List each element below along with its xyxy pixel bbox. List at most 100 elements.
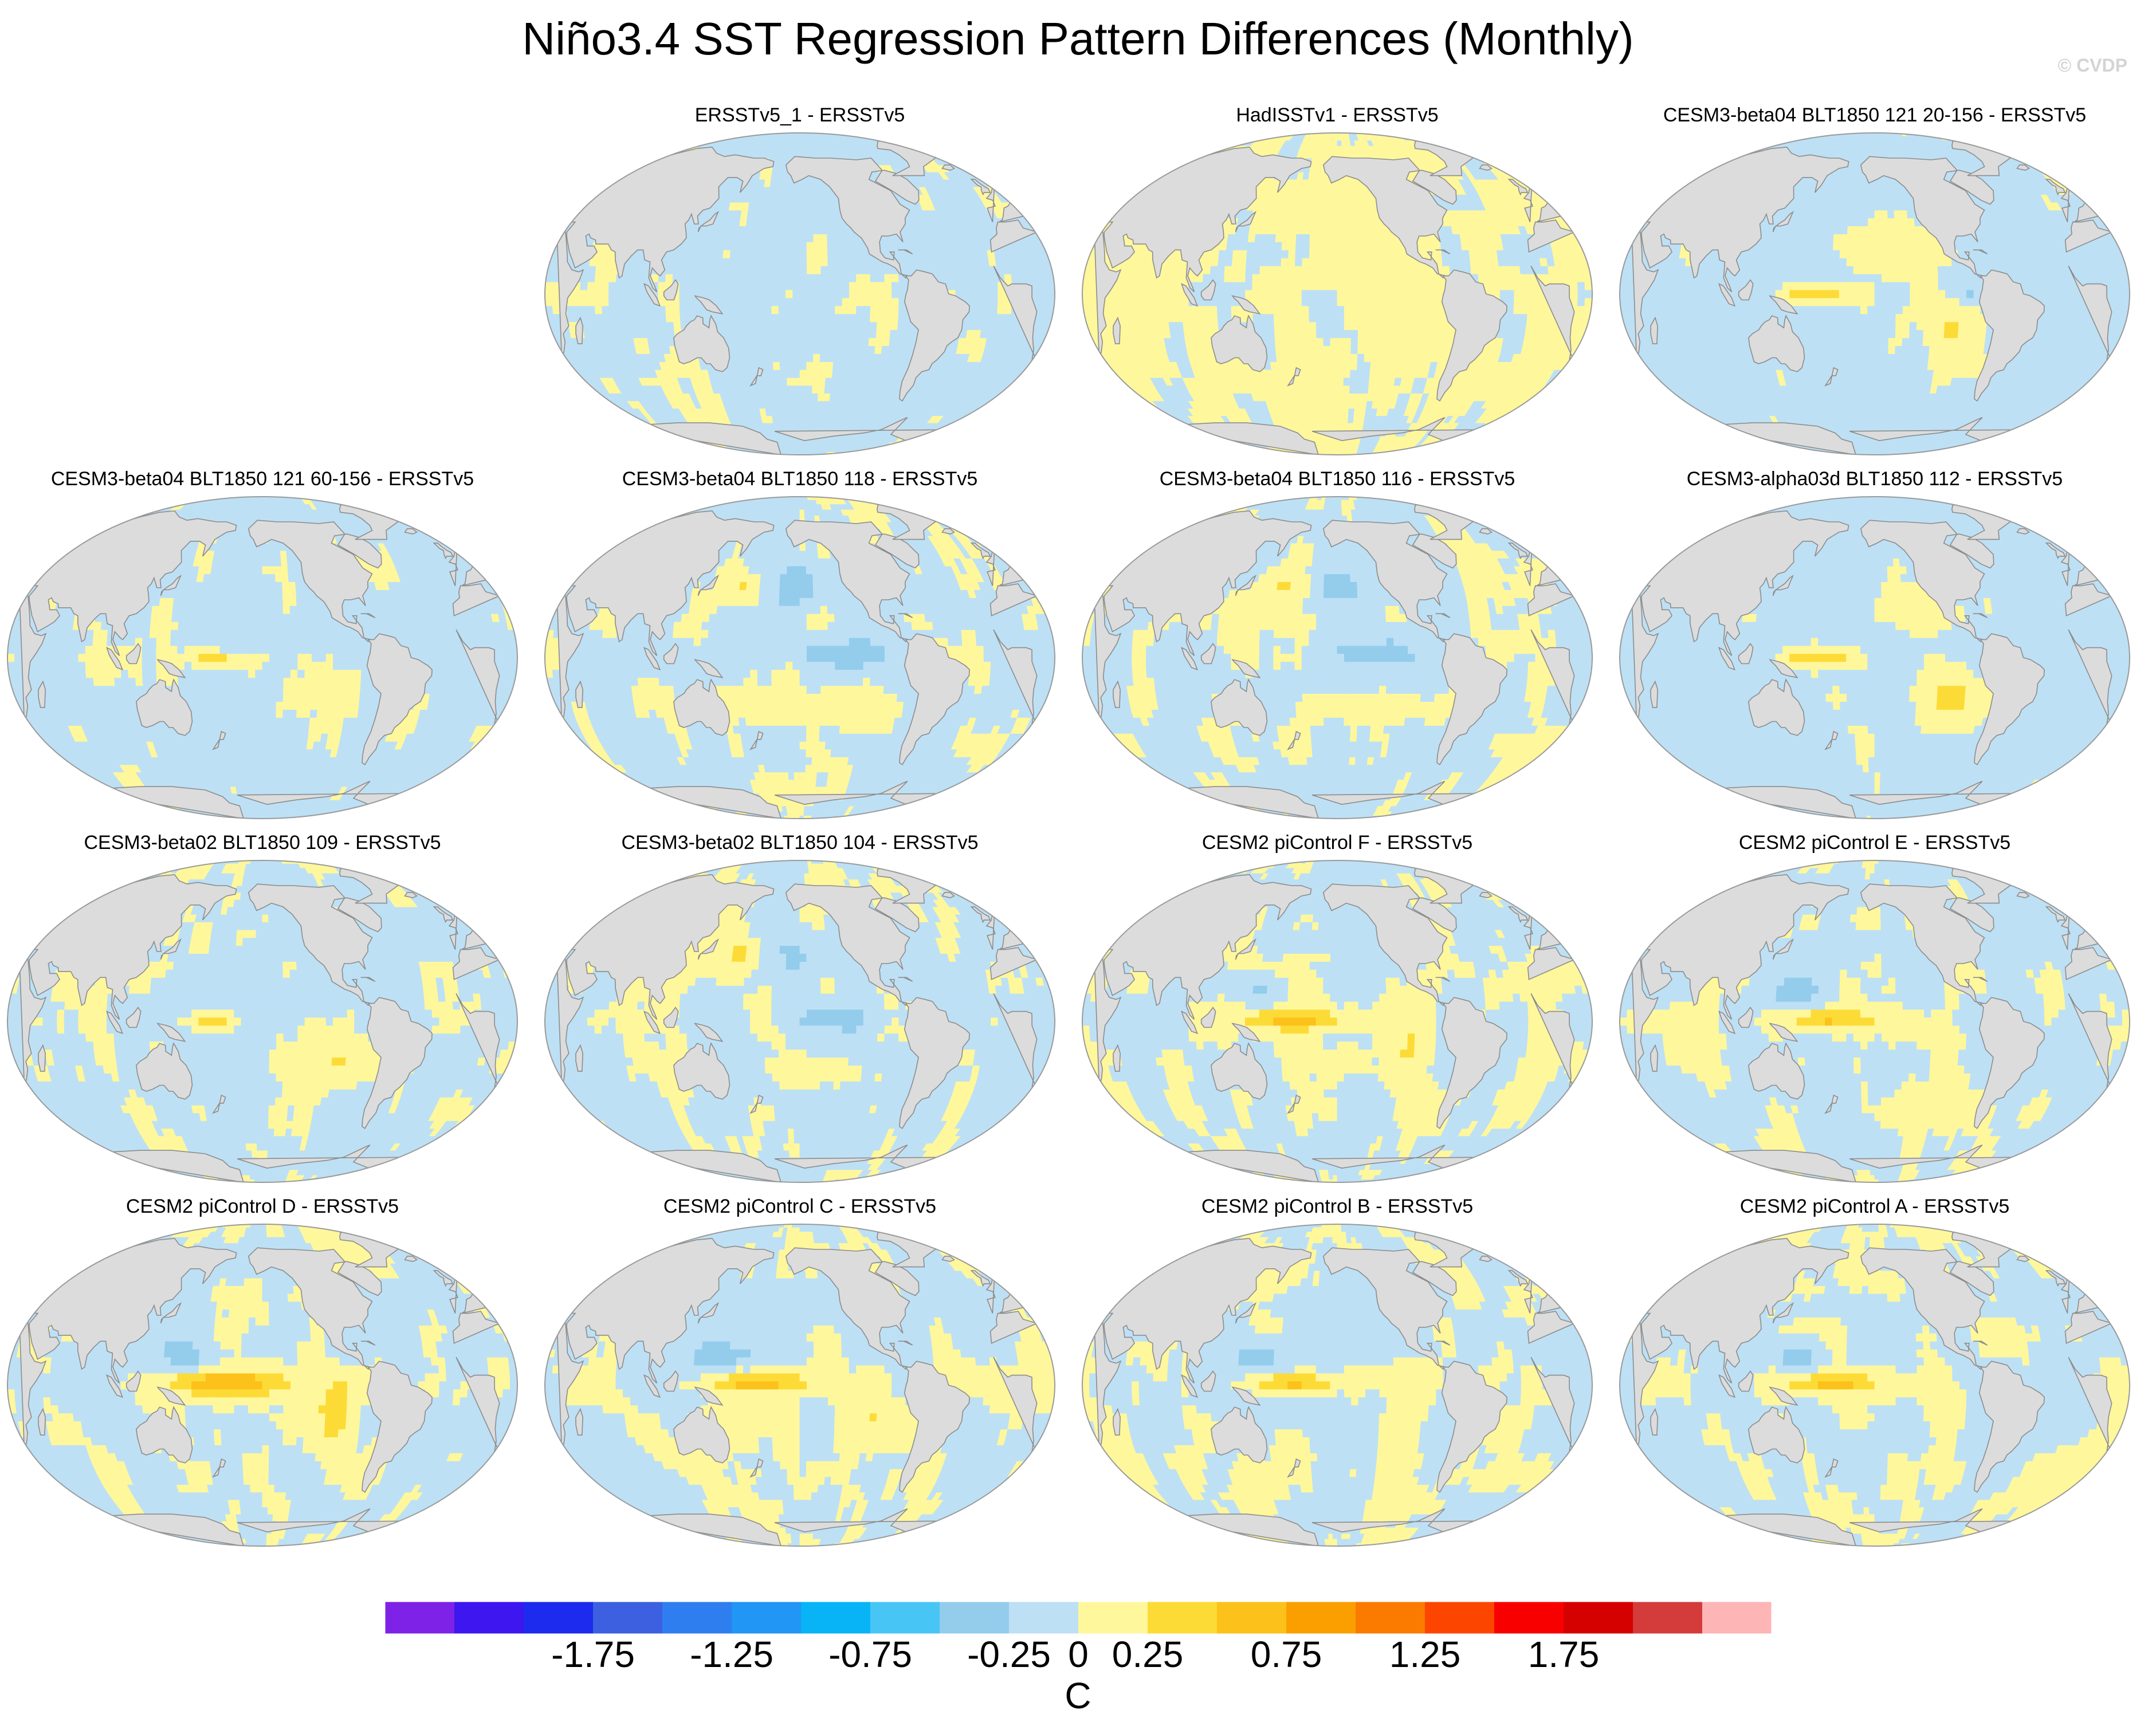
colorbar-tick-label: 1.25 <box>1362 1631 1488 1677</box>
map-panel: CESM3-beta04 BLT1850 118 - ERSSTv5 <box>542 467 1058 822</box>
sst-field <box>1082 1224 1592 1546</box>
map-svg <box>544 1224 1055 1547</box>
map-border <box>544 132 1055 455</box>
map-border <box>1619 860 2130 1183</box>
map-panel: CESM2 piControl D - ERSSTv5 <box>5 1194 520 1550</box>
map-svg <box>7 1224 518 1547</box>
panel-title: CESM3-beta04 BLT1850 116 - ERSSTv5 <box>1079 467 1595 491</box>
map-panel: ERSSTv5_1 - ERSSTv5 <box>542 103 1058 458</box>
colorbar-box <box>1564 1602 1633 1634</box>
land <box>1094 139 1576 455</box>
map-panel: CESM2 piControl E - ERSSTv5 <box>1617 831 2133 1186</box>
colorbar-box <box>1009 1602 1079 1634</box>
map-border <box>1082 132 1593 455</box>
colorbar-box <box>1702 1602 1772 1634</box>
map-border <box>544 860 1055 1183</box>
map-panel: CESM2 piControl F - ERSSTv5 <box>1079 831 1595 1186</box>
panel-title: HadISSTv1 - ERSSTv5 <box>1079 103 1595 127</box>
panel-title: CESM3-beta04 BLT1850 121 60-156 - ERSSTv… <box>5 467 520 491</box>
colorbar-tick-label: -1.75 <box>530 1631 656 1677</box>
map-svg <box>1619 496 2130 819</box>
colorbar-box <box>1286 1602 1356 1634</box>
map-panel: CESM3-alpha03d BLT1850 112 - ERSSTv5 <box>1617 467 2133 822</box>
colorbar-box <box>454 1602 524 1634</box>
panel-title: CESM3-beta04 BLT1850 118 - ERSSTv5 <box>542 467 1058 491</box>
map-panel: CESM2 piControl A - ERSSTv5 <box>1617 1194 2133 1550</box>
colorbar-tick-label: 0.75 <box>1223 1631 1349 1677</box>
map-svg <box>7 860 518 1183</box>
map-panel: CESM3-beta04 BLT1850 116 - ERSSTv5 <box>1079 467 1595 822</box>
map-svg <box>544 496 1055 819</box>
panel-title: CESM2 piControl F - ERSSTv5 <box>1079 831 1595 855</box>
colorbar-box <box>1217 1602 1287 1634</box>
land <box>556 1230 1039 1546</box>
colorbar-tick-labels: -1.75 -1.25 -0.75 -0.25 0 0.25 0.75 1.25 1.75 <box>0 1631 2156 1677</box>
map-border <box>1619 496 2130 819</box>
land <box>1094 502 1576 819</box>
sst-field <box>7 1224 517 1546</box>
land <box>1631 502 2114 819</box>
land <box>556 139 1039 455</box>
panel-title: CESM3-beta04 BLT1850 121 20-156 - ERSSTv… <box>1617 103 2133 127</box>
panel-title: CESM3-beta02 BLT1850 104 - ERSSTv5 <box>542 831 1058 855</box>
colorbar-tick-label: 0 <box>1015 1631 1141 1677</box>
colorbar-box <box>662 1602 732 1634</box>
sst-field <box>1082 497 1592 819</box>
colorbar-unit: C <box>0 1673 2156 1719</box>
map-svg <box>1619 860 2130 1183</box>
colorbar-box <box>940 1602 1010 1634</box>
land <box>1631 139 2114 455</box>
land <box>1094 866 1576 1182</box>
map-border <box>1619 132 2130 455</box>
panel-title: CESM3-alpha03d BLT1850 112 - ERSSTv5 <box>1617 467 2133 491</box>
map-panel: HadISSTv1 - ERSSTv5 <box>1079 103 1595 458</box>
map-border <box>544 496 1055 819</box>
colorbar-tick-label: -0.25 <box>946 1631 1072 1677</box>
panel-title: CESM2 piControl E - ERSSTv5 <box>1617 831 2133 855</box>
map-border <box>1082 496 1593 819</box>
colorbar-box <box>1078 1602 1148 1634</box>
colorbar-tick-label: 0.25 <box>1085 1631 1211 1677</box>
map-svg <box>1082 1224 1593 1547</box>
map-panel: CESM3-beta02 BLT1850 109 - ERSSTv5 <box>5 831 520 1186</box>
land <box>19 1230 501 1546</box>
map-border <box>1619 1224 2130 1547</box>
map-svg <box>1619 132 2130 455</box>
map-border <box>1082 1224 1593 1547</box>
map-panel: CESM2 piControl B - ERSSTv5 <box>1079 1194 1595 1550</box>
colorbar-tick-label: -0.75 <box>807 1631 933 1677</box>
map-svg <box>544 860 1055 1183</box>
colorbar-tick-label: -1.25 <box>669 1631 795 1677</box>
sst-field <box>7 497 517 819</box>
sst-field <box>1082 133 1592 455</box>
colorbar-box <box>870 1602 940 1634</box>
map-svg <box>544 132 1055 455</box>
panel-title: CESM2 piControl D - ERSSTv5 <box>5 1194 520 1218</box>
map-panel: CESM3-beta04 BLT1850 121 60-156 - ERSSTv… <box>5 467 520 822</box>
map-border <box>7 496 518 819</box>
colorbar-box <box>524 1602 594 1634</box>
chart-title: Niño3.4 SST Regression Pattern Differenc… <box>0 10 2156 68</box>
map-border <box>7 860 518 1183</box>
sst-field <box>545 133 1055 455</box>
sst-field <box>1620 133 2130 455</box>
map-svg <box>7 496 518 819</box>
panel-title: CESM2 piControl C - ERSSTv5 <box>542 1194 1058 1218</box>
sst-field <box>1082 860 1592 1182</box>
sst-field <box>1620 860 2130 1182</box>
colorbar-box <box>1425 1602 1495 1634</box>
sst-field <box>1620 497 2130 819</box>
colorbar-box <box>1148 1602 1218 1634</box>
map-panel: CESM3-beta02 BLT1850 104 - ERSSTv5 <box>542 831 1058 1186</box>
colorbar-box <box>1494 1602 1564 1634</box>
map-border <box>7 1224 518 1547</box>
sst-field <box>545 497 1055 819</box>
sst-field <box>7 860 517 1182</box>
colorbar-box <box>732 1602 802 1634</box>
sst-field <box>545 860 1055 1182</box>
panel-title: ERSSTv5_1 - ERSSTv5 <box>542 103 1058 127</box>
colorbar-box <box>801 1602 871 1634</box>
land <box>19 502 501 819</box>
land <box>19 866 501 1182</box>
watermark: © CVDP <box>2058 55 2127 76</box>
